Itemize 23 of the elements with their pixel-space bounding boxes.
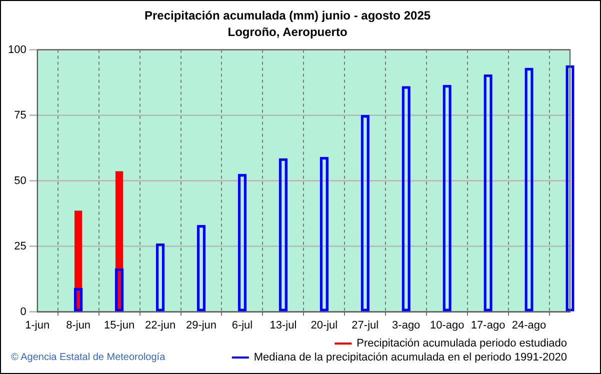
x-tick-label: 15-jun <box>104 319 135 332</box>
x-tick-label: 22-jun <box>144 319 176 332</box>
legend-label: Mediana de la precipitación acumulada en el periodo 1991-2020 <box>254 352 567 364</box>
x-tick-label: 27-jul <box>352 319 379 332</box>
x-tick-label: 17-ago <box>470 319 506 332</box>
x-tick-label: 29-jun <box>186 319 217 332</box>
text: © Agencia Estatal de Meteorología <box>11 352 166 363</box>
y-tick-label: 50 <box>14 174 26 187</box>
legend-label: Precipitación acumulada periodo estudiado <box>356 338 567 350</box>
y-tick-label: 25 <box>14 240 26 252</box>
y-tick-label: 100 <box>8 44 26 56</box>
y-tick-label: 0 <box>20 306 26 318</box>
y-tick-label: 75 <box>14 109 26 122</box>
x-tick-label: 8-jun <box>66 319 91 332</box>
x-tick-label: 6-jul <box>232 319 253 332</box>
x-tick-label: 20-jul <box>310 319 338 332</box>
x-tick-label: 24-ago <box>512 319 546 332</box>
x-tick-label: 3-ago <box>392 319 420 332</box>
chart-subtitle: Logroño, Aeropuerto <box>228 24 348 39</box>
x-tick-label: 1-jun <box>25 319 50 332</box>
chart-title: Precipitación acumulada (mm) junio - agosto 2025 <box>144 8 431 23</box>
x-tick-label: 10-ago <box>430 319 464 332</box>
x-tick-label: 13-jul <box>270 319 297 332</box>
